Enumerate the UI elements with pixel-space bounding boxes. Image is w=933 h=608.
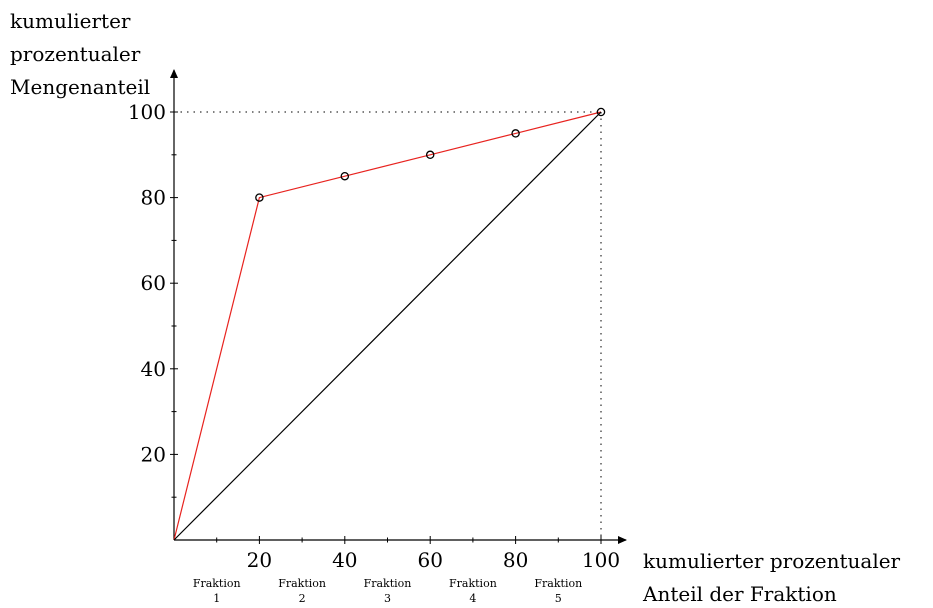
fraction-label-name: Fraktion [534, 577, 582, 590]
y-tick-label: 100 [128, 100, 166, 124]
x-tick-label: 60 [417, 548, 442, 572]
y-axis-label: kumulierter prozentualer Mengenanteil [10, 9, 150, 99]
y-tick-label: 60 [141, 271, 166, 295]
axis-tick-labels: 20 40 60 80 100 20 40 60 80 100 [128, 100, 620, 572]
y-axis-label-line-3: Mengenanteil [10, 75, 150, 99]
fraction-label-number: 1 [213, 592, 220, 605]
data-point-marker [425, 150, 435, 160]
fraction-label-number: 4 [469, 592, 476, 605]
x-axis-label-line-1: kumulierter prozentualer [643, 549, 901, 573]
diagonal-reference-line [173, 111, 602, 541]
axis-ticks [170, 111, 602, 544]
fraction-label-number: 3 [384, 592, 391, 605]
fraction-label-number: 5 [555, 592, 562, 605]
x-tick-label: 20 [247, 548, 272, 572]
x-tick-label: 100 [582, 548, 620, 572]
fraction-label-name: Fraktion [278, 577, 326, 590]
series-layer [173, 107, 606, 541]
x-tick-label: 40 [332, 548, 357, 572]
x-axis-label-line-2: Anteil der Fraktion [642, 582, 837, 606]
data-point-marker [596, 107, 606, 117]
cumulative-curve-line [173, 111, 602, 541]
x-tick-label: 80 [503, 548, 528, 572]
data-point-marker [340, 171, 350, 181]
x-axis-label: kumulierter prozentualer Anteil der Frak… [642, 549, 906, 606]
y-axis-label-line-2: prozentualer [10, 42, 141, 66]
y-tick-label: 80 [141, 186, 166, 210]
y-tick-label: 40 [141, 357, 166, 381]
data-point-marker [255, 193, 264, 202]
fraction-label-number: 2 [299, 592, 306, 605]
y-axis-label-line-1: kumulierter [10, 9, 131, 33]
y-tick-label: 20 [141, 442, 166, 466]
fraction-label-name: Fraktion [193, 577, 241, 590]
fraction-label-name: Fraktion [449, 577, 497, 590]
data-point-marker [511, 129, 520, 138]
fraction-label-name: Fraktion [364, 577, 412, 590]
fraction-labels: Fraktion 1 Fraktion 2 Fraktion 3 Fraktion 4 Frak… [193, 577, 582, 605]
